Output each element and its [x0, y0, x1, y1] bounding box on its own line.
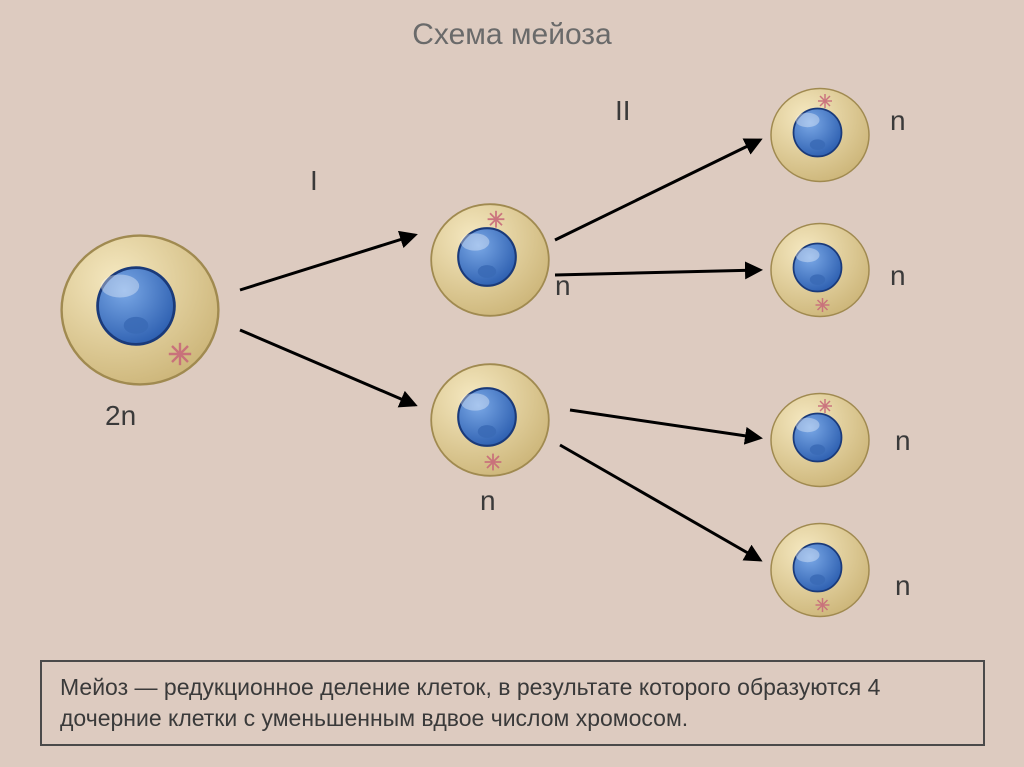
caption-box: Мейоз — редукционное деление клеток, в р…: [40, 660, 985, 746]
label-d4: n: [895, 570, 911, 602]
cell-daughter-2: [770, 220, 870, 320]
label-d2: n: [890, 260, 906, 292]
label-stage-2: II: [615, 95, 631, 127]
cell-mid-top-n: [430, 200, 550, 320]
cell-parent-2n: [60, 230, 220, 390]
label-d3: n: [895, 425, 911, 457]
cell-daughter-4: [770, 520, 870, 620]
cell-mid-bottom-n: [430, 360, 550, 480]
cell-daughter-3: [770, 390, 870, 490]
label-d1: n: [890, 105, 906, 137]
label-mid-top: n: [555, 270, 571, 302]
label-stage-1: I: [310, 165, 318, 197]
diagram-title: Схема мейоза: [0, 18, 1024, 52]
label-mid-bottom: n: [480, 485, 496, 517]
label-parent-2n: 2n: [105, 400, 136, 432]
cell-daughter-1: [770, 85, 870, 185]
caption-text: Мейоз — редукционное деление клеток, в р…: [60, 674, 880, 731]
